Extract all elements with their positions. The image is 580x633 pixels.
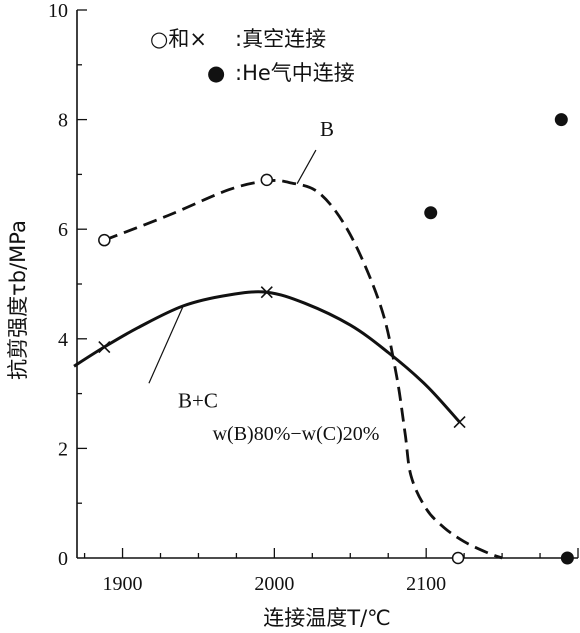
y-tick-label: 8: [58, 110, 68, 132]
data-point: [554, 113, 568, 127]
y-axis-title: 抗剪强度τb/MPa: [6, 220, 30, 380]
legend-label-vacuum: :真空连接: [235, 27, 326, 51]
y-tick-label: 6: [58, 219, 68, 241]
legend-symbols-vacuum: ○和×: [150, 27, 207, 51]
annotation-BC1: B+C: [178, 388, 218, 412]
data-point: [98, 233, 111, 247]
x-axis-title: 连接温度T/℃: [263, 606, 391, 630]
data-point: [260, 173, 274, 187]
series-line: [73, 290, 461, 424]
plot-area: 1900 2000 2100 0 2 4 6 8 10 连接温度T/℃ 抗剪强度τb/MPa B B+C…: [6, 0, 579, 630]
data-point: [560, 551, 574, 565]
y-tick-label: 10: [48, 0, 68, 22]
data-point: [451, 551, 465, 565]
data-point: [98, 340, 111, 354]
series-1: [98, 173, 503, 565]
y-tick-label: 2: [58, 438, 68, 460]
x-tick-label: 2000: [254, 573, 294, 595]
annotation-leader: [296, 149, 317, 185]
annotation-BC2: w(B)80%−w(C)20%: [213, 423, 380, 445]
series-2: [73, 286, 466, 429]
data-point: [424, 206, 438, 220]
annotation-leader: [148, 305, 184, 384]
data-point: [260, 286, 273, 299]
annotation-B: B: [320, 117, 334, 141]
series-3: [424, 113, 574, 565]
y-tick-label: 0: [58, 548, 68, 570]
legend: ○和× :真空连接 ● :He气中连接: [150, 27, 355, 85]
x-tick-label: 2100: [406, 573, 446, 595]
legend-symbols-he: ●: [207, 61, 225, 85]
y-tick-label: 4: [58, 329, 68, 351]
x-tick-label: 1900: [103, 573, 143, 595]
series-line: [103, 179, 503, 560]
data-point: [453, 416, 466, 429]
legend-label-he: :He气中连接: [235, 61, 355, 85]
